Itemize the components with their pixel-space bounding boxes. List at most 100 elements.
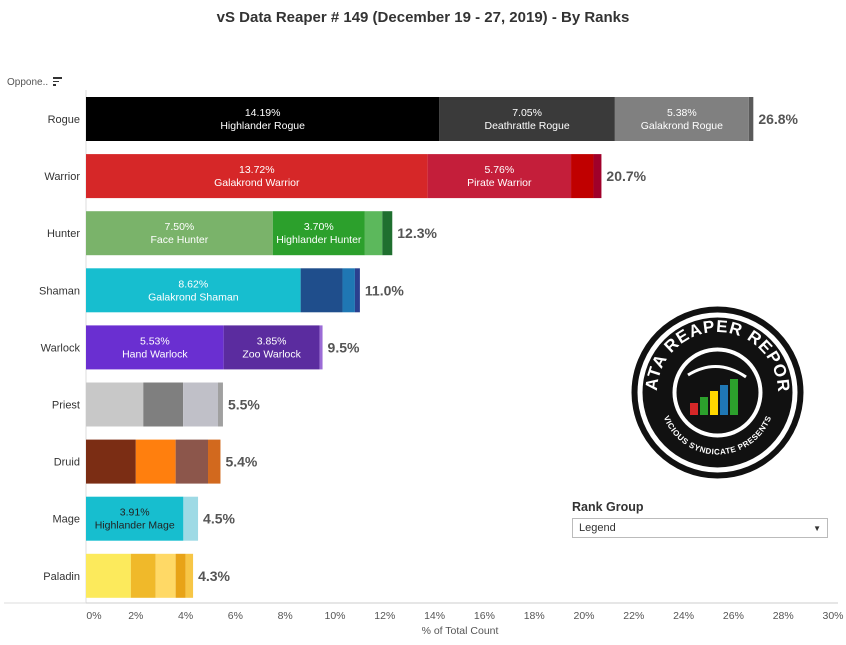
segment-archetype-label: Deathrattle Rogue: [484, 120, 569, 132]
x-tick-label: 16%: [474, 610, 495, 622]
class-label: Rogue: [48, 114, 80, 126]
bar-segment: [748, 97, 754, 141]
segment-value-label: 8.62%: [178, 278, 208, 290]
class-label: Paladin: [43, 571, 80, 583]
class-label: Mage: [52, 514, 80, 526]
bar-segment: [86, 382, 144, 427]
bar-total-label: 4.3%: [198, 568, 230, 584]
bar-segment: [427, 154, 572, 199]
chart-title: vS Data Reaper # 149 (December 19 - 27, …: [216, 9, 630, 26]
x-tick-label: 2%: [128, 610, 143, 622]
segment-value-label: 5.76%: [484, 164, 514, 176]
bar-segment: [185, 553, 194, 598]
bar-segment: [130, 553, 156, 598]
bar-segment: [382, 211, 393, 256]
bar-total-label: 20.7%: [606, 168, 646, 184]
segment-archetype-label: Zoo Warlock: [242, 348, 301, 360]
segment-value-label: 3.85%: [257, 335, 287, 347]
segment-archetype-label: Galakrond Rogue: [641, 120, 723, 132]
bar-segment: [614, 97, 749, 141]
rank-group-dropdown[interactable]: Legend ▼: [572, 518, 828, 538]
x-axis-title: % of Total Count: [422, 625, 499, 637]
bar-total-label: 5.5%: [228, 397, 260, 413]
bar-segment: [86, 154, 428, 199]
bar-segment: [175, 553, 186, 598]
segment-value-label: 13.72%: [239, 164, 275, 176]
segment-value-label: 5.38%: [667, 107, 697, 119]
x-tick-label: 10%: [324, 610, 345, 622]
bar-segment: [223, 325, 320, 370]
segment-archetype-label: Face Hunter: [150, 234, 208, 246]
segment-value-label: 14.19%: [245, 107, 281, 119]
segment-archetype-label: Galakrond Warrior: [214, 177, 300, 189]
segment-value-label: 5.53%: [140, 335, 170, 347]
bar-segment: [439, 97, 615, 141]
chevron-down-icon: ▼: [813, 523, 821, 533]
bar-total-label: 4.5%: [203, 511, 235, 527]
bar-segment: [183, 382, 218, 427]
bar-total-label: 11.0%: [365, 282, 404, 298]
sort-descending-icon[interactable]: [53, 75, 62, 88]
bar-total-label: 9.5%: [328, 339, 360, 355]
bar-total-label: 5.4%: [225, 454, 257, 470]
bar-segment: [86, 211, 273, 256]
bar-segment: [86, 439, 136, 484]
x-tick-label: 30%: [822, 610, 843, 622]
bar-segment: [143, 382, 184, 427]
x-tick-label: 12%: [374, 610, 395, 622]
bar-segment: [593, 154, 602, 199]
bar-segment: [86, 553, 131, 598]
bar-segment: [319, 325, 323, 370]
x-tick-label: 28%: [773, 610, 794, 622]
x-tick-label: 14%: [424, 610, 445, 622]
bar-total-label: 12.3%: [397, 225, 437, 241]
segment-archetype-label: Hand Warlock: [122, 348, 188, 360]
segment-value-label: 3.91%: [120, 507, 150, 519]
bar-segment: [364, 211, 383, 256]
bar-segment: [86, 268, 301, 313]
rank-group-selected: Legend: [579, 522, 616, 534]
class-label: Warlock: [41, 342, 81, 354]
class-label: Priest: [52, 400, 80, 412]
bar-segment: [217, 382, 223, 427]
bar-segment: [300, 268, 343, 313]
bar-segment: [571, 154, 594, 199]
x-tick-label: 8%: [278, 610, 293, 622]
bar-segment: [135, 439, 176, 484]
segment-archetype-label: Pirate Warrior: [467, 177, 532, 189]
bar-total-label: 26.8%: [758, 111, 798, 127]
bar-segment: [272, 211, 365, 256]
bar-segment: [86, 325, 224, 370]
x-tick-label: 0%: [86, 610, 101, 622]
class-label: Hunter: [47, 228, 80, 240]
segment-value-label: 7.50%: [164, 221, 194, 233]
data-reaper-report-logo: DATA REAPER REPORT VICIOUS SYNDICATE PRE…: [630, 305, 804, 479]
bar-segment: [175, 439, 209, 484]
class-label: Shaman: [39, 285, 80, 297]
x-tick-label: 22%: [623, 610, 644, 622]
segment-archetype-label: Highlander Mage: [95, 520, 175, 532]
bar-segment: [86, 97, 440, 141]
bar-segment: [354, 268, 360, 313]
segment-archetype-label: Galakrond Shaman: [148, 291, 239, 303]
opponent-filter-label[interactable]: Oppone..: [7, 77, 49, 88]
bar-segment: [86, 496, 184, 541]
class-label: Warrior: [44, 171, 80, 183]
class-label: Druid: [54, 457, 80, 469]
x-tick-label: 20%: [573, 610, 594, 622]
segment-value-label: 7.05%: [512, 107, 542, 119]
segment-archetype-label: Highlander Hunter: [276, 234, 362, 246]
x-tick-label: 6%: [228, 610, 243, 622]
bar-segment: [155, 553, 176, 598]
bar-segment: [342, 268, 355, 313]
segment-archetype-label: Highlander Rogue: [220, 120, 305, 132]
x-tick-label: 4%: [178, 610, 193, 622]
bar-segment: [183, 496, 199, 541]
x-tick-label: 18%: [524, 610, 545, 622]
x-tick-label: 24%: [673, 610, 694, 622]
rank-group-filter: Rank Group Legend ▼: [572, 500, 828, 538]
rank-group-title: Rank Group: [572, 500, 644, 514]
bar-segment: [208, 439, 221, 484]
x-tick-label: 26%: [723, 610, 744, 622]
